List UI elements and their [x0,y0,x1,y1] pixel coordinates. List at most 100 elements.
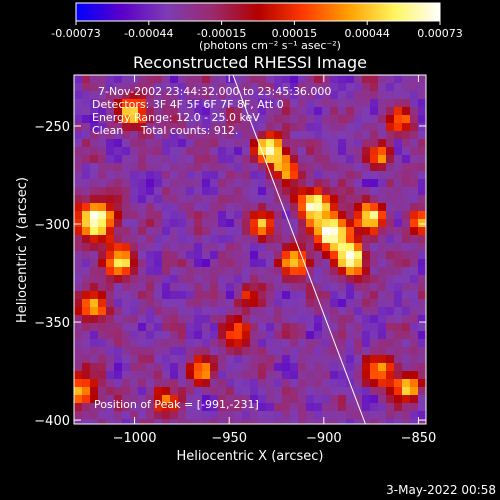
heatmap-cell [98,91,107,100]
heatmap-cell [106,195,115,204]
heatmap-cell [202,267,211,276]
heatmap-cell [402,83,411,92]
heatmap-cell [402,363,411,372]
heatmap-cell [210,323,219,332]
heatmap-cell [250,347,259,356]
heatmap-cell [74,267,83,276]
heatmap-cell [74,219,83,228]
heatmap-cell [282,83,291,92]
heatmap-cell [82,411,91,420]
heatmap-cell [242,331,251,340]
heatmap-cell [362,307,371,316]
heatmap-cell [90,139,99,148]
heatmap-cell [82,243,91,252]
heatmap-cell [274,411,283,420]
heatmap-cell [242,339,251,348]
heatmap-cell [330,387,339,396]
heatmap-cell [250,355,259,364]
heatmap-cell [130,227,139,236]
heatmap-cell [138,235,147,244]
heatmap-cell [170,131,179,140]
heatmap-cell [250,251,259,260]
heatmap-cell [90,83,99,92]
heatmap-cell [370,171,379,180]
plot-frame [73,74,427,425]
heatmap-cell [170,379,179,388]
heatmap-cell [322,83,331,92]
heatmap-cell [154,131,163,140]
heatmap-cell [378,99,387,108]
heatmap-cell [98,251,107,260]
heatmap-cell [146,171,155,180]
heatmap-cell [322,163,331,172]
heatmap-cell [354,123,363,132]
heatmap-cell [226,243,235,252]
heatmap-cell [106,171,115,180]
heatmap-cell [106,139,115,148]
heatmap-cell [258,107,267,116]
heatmap-cell [82,123,91,132]
heatmap-cell [170,307,179,316]
heatmap-cell [186,323,195,332]
heatmap-cell [266,267,275,276]
heatmap-cell [314,123,323,132]
heatmap-cell [194,179,203,188]
heatmap-cell [306,379,315,388]
heatmap-cell [242,187,251,196]
heatmap-cell [186,259,195,268]
heatmap-cell [274,291,283,300]
heatmap-cell [226,299,235,308]
heatmap-cell [298,403,307,412]
heatmap-cell [170,83,179,92]
heatmap-cell [370,251,379,260]
heatmap-cell [162,267,171,276]
heatmap-cell [146,307,155,316]
heatmap-cell [146,363,155,372]
heatmap-cell [314,411,323,420]
heatmap-cell [306,115,315,124]
heatmap-cell [314,323,323,332]
heatmap-cell [74,347,83,356]
heatmap-cell [186,123,195,132]
heatmap-cell [362,355,371,364]
heatmap-cell [322,283,331,292]
heatmap-cell [338,155,347,164]
heatmap-cell [194,155,203,164]
heatmap-cell [282,99,291,108]
heatmap-cell [90,347,99,356]
heatmap-cell [74,283,83,292]
heatmap-cell [138,91,147,100]
heatmap-cell [258,299,267,308]
heatmap-cell [402,299,411,308]
heatmap-cell [210,387,219,396]
heatmap-cell [402,283,411,292]
heatmap-cell [306,219,315,228]
heatmap-cell [194,235,203,244]
heatmap-cell [106,83,115,92]
heatmap-cell [154,187,163,196]
heatmap-cell [354,187,363,196]
heatmap-cell [394,267,403,276]
heatmap-cell [298,123,307,132]
heatmap-cell [178,227,187,236]
heatmap-cell [146,323,155,332]
colorbar-tick-label: 0.00073 [417,27,463,40]
heatmap-cell [74,139,83,148]
heatmap-cell [114,107,123,116]
heatmap-cell [170,291,179,300]
heatmap-cell [410,331,419,340]
heatmap-cell [290,267,299,276]
heatmap-cell [194,195,203,204]
heatmap-cell [314,179,323,188]
heatmap-cell [170,75,179,84]
heatmap-cell [242,203,251,212]
heatmap-cell [242,283,251,292]
heatmap-cell [306,203,315,212]
heatmap-cell [306,131,315,140]
heatmap-cell [74,211,83,220]
heatmap-cell [138,339,147,348]
heatmap-cell [274,115,283,124]
heatmap-cell [242,83,251,92]
heatmap-cell [242,235,251,244]
heatmap-cell [82,403,91,412]
